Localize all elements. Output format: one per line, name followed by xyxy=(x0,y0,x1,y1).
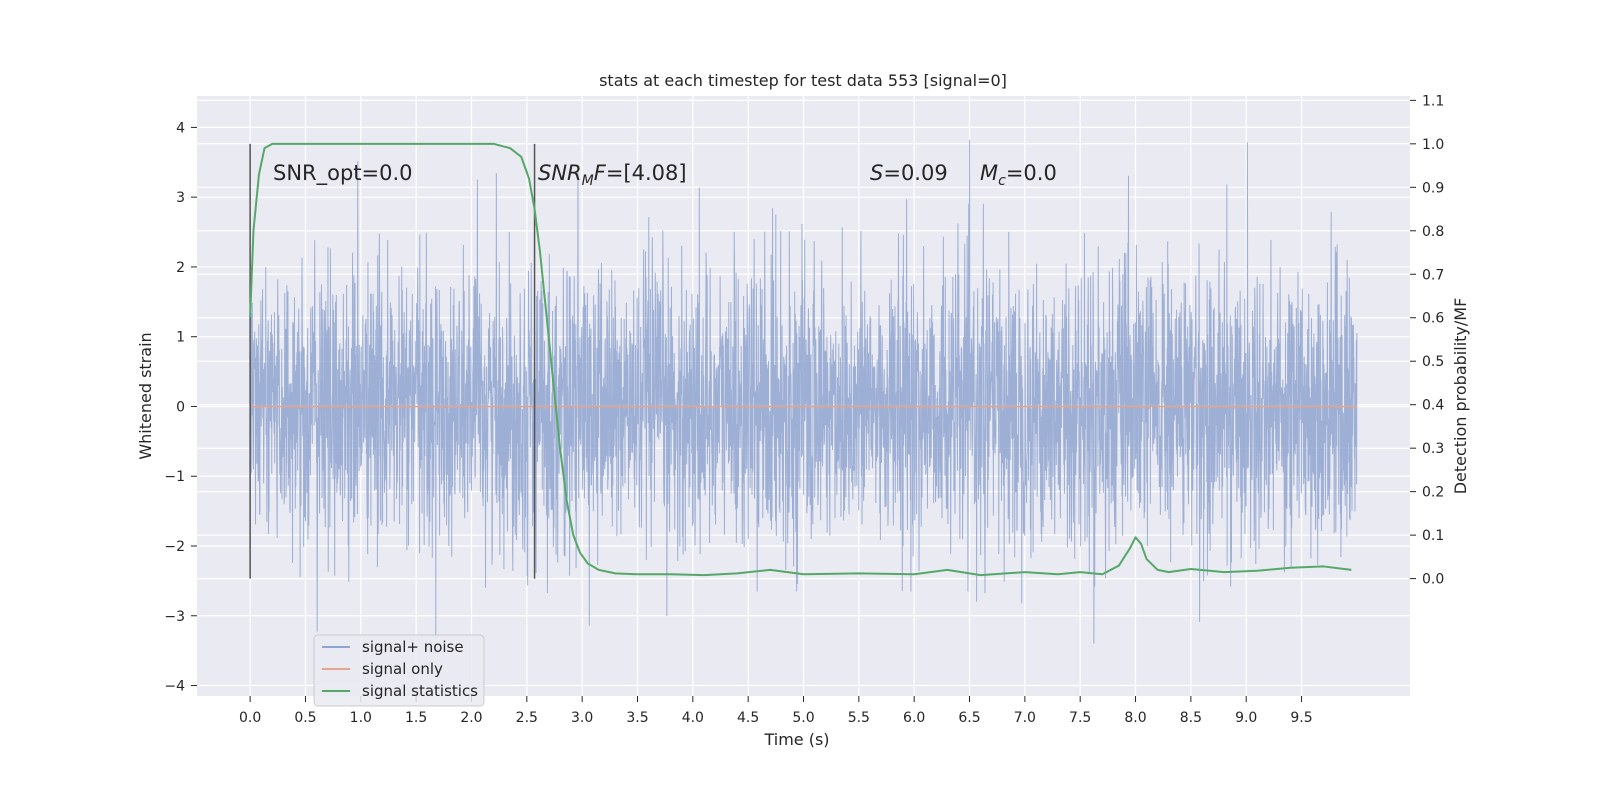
x-tick-label: 1.5 xyxy=(405,710,427,726)
annotation-snr-mf: SNRMF=[4.08] xyxy=(538,161,687,189)
y-axis-left-ticks: 4 3 2 1 0 −1 −2 −3 −4 xyxy=(164,120,197,695)
y-right-tick-label: 0.0 xyxy=(1422,572,1444,588)
x-tick-label: 1.0 xyxy=(350,710,372,726)
legend-label-signal-statistics: signal statistics xyxy=(362,682,478,700)
x-tick-label: 4.0 xyxy=(682,710,704,726)
x-tick-label: 8.0 xyxy=(1124,710,1146,726)
x-tick-label: 5.0 xyxy=(792,710,814,726)
x-tick-label: 5.5 xyxy=(848,710,870,726)
x-axis-ticks: 0.0 0.5 1.0 1.5 2.0 2.5 3.0 3.5 4.0 4.5 5.0 5.5 6.0 6… xyxy=(239,696,1313,726)
y-axis-left-label: Whitened strain xyxy=(136,332,155,459)
y-right-tick-label: 0.2 xyxy=(1422,485,1444,501)
legend-box xyxy=(313,634,485,707)
y-right-tick-label: 0.6 xyxy=(1422,311,1444,327)
y-right-tick-label: 0.3 xyxy=(1422,441,1444,457)
x-tick-label: 8.5 xyxy=(1180,710,1202,726)
y-left-tick-label: 2 xyxy=(176,260,185,276)
y-right-tick-label: 1.0 xyxy=(1422,137,1444,153)
y-left-tick-label: −2 xyxy=(164,539,185,555)
y-right-tick-label: 0.9 xyxy=(1422,180,1444,196)
x-tick-label: 9.0 xyxy=(1235,710,1257,726)
x-tick-label: 2.5 xyxy=(516,710,538,726)
annotation-s: S=0.09 xyxy=(870,161,948,185)
x-tick-label: 9.5 xyxy=(1290,710,1312,726)
annotation-snr-mf-value: =[4.08] xyxy=(606,161,687,185)
series-signal-statistics xyxy=(249,142,1352,577)
y-right-tick-label: 0.4 xyxy=(1422,398,1444,414)
x-tick-label: 6.0 xyxy=(903,710,925,726)
x-tick-label: 2.0 xyxy=(460,710,482,726)
x-tick-label: 7.0 xyxy=(1014,710,1036,726)
x-tick-label: 0.0 xyxy=(239,710,261,726)
y-axis-right-ticks: 1.1 1.0 0.9 0.8 0.7 0.6 0.5 0.4 0.3 0.2 0.1 0.0 xyxy=(1410,93,1444,588)
legend-label-signal-noise: signal+ noise xyxy=(362,638,464,656)
annotation-mc: Mc=0.0 xyxy=(980,161,1057,189)
annotation-s-value: =0.09 xyxy=(883,161,947,185)
y-left-tick-label: 0 xyxy=(176,399,185,415)
chart-title: stats at each timestep for test data 553… xyxy=(599,71,1007,90)
y-right-tick-label: 0.7 xyxy=(1422,267,1444,283)
legend: signal+ noise signal only signal statist… xyxy=(313,634,485,707)
x-tick-label: 3.0 xyxy=(571,710,593,726)
series-signal-noise xyxy=(249,139,1358,644)
y-left-tick-label: −3 xyxy=(164,609,185,625)
legend-label-signal-only: signal only xyxy=(362,660,443,678)
y-left-tick-label: 4 xyxy=(176,120,185,136)
y-right-tick-label: 1.1 xyxy=(1422,93,1444,109)
signal-noise-line xyxy=(249,139,1358,644)
y-left-tick-label: 3 xyxy=(176,190,185,206)
annotation-mc-value: =0.0 xyxy=(1006,161,1057,185)
y-left-tick-label: −1 xyxy=(164,469,185,485)
y-axis-right-label: Detection probability/MF xyxy=(1451,298,1470,495)
y-left-tick-label: 1 xyxy=(176,330,185,346)
x-tick-label: 7.5 xyxy=(1069,710,1091,726)
y-right-tick-label: 0.8 xyxy=(1422,224,1444,240)
y-left-tick-label: −4 xyxy=(164,679,185,695)
y-right-tick-label: 0.5 xyxy=(1422,354,1444,370)
x-axis-label: Time (s) xyxy=(763,730,829,749)
x-tick-label: 3.5 xyxy=(626,710,648,726)
signal-statistics-line xyxy=(249,142,1352,577)
x-tick-label: 0.5 xyxy=(294,710,316,726)
y-right-tick-label: 0.1 xyxy=(1422,528,1444,544)
x-tick-label: 4.5 xyxy=(737,710,759,726)
x-tick-label: 6.5 xyxy=(958,710,980,726)
annotation-snr-opt: SNR_opt=0.0 xyxy=(273,161,413,186)
